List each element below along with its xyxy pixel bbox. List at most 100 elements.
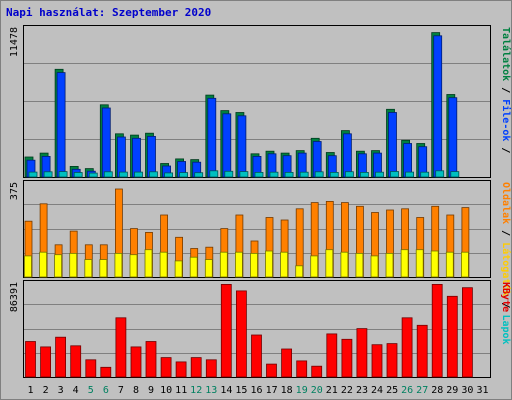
bar-látogatók-day-26 <box>400 249 409 278</box>
bar-kbyte-day-24 <box>371 344 383 378</box>
bar-kbyte-day-8 <box>130 346 142 378</box>
x-tick-label: 19 <box>296 385 308 396</box>
bar-lapok-day-17 <box>269 171 279 178</box>
y-max-label: 86391 <box>9 282 20 312</box>
bar-lapok-day-28 <box>435 170 445 178</box>
bar-lapok-day-16 <box>254 171 264 178</box>
bar-látogatók-day-11 <box>174 260 183 278</box>
bar-kbyte-day-30 <box>461 287 473 378</box>
x-tick-label: 28 <box>431 385 443 396</box>
bar-lapok-day-24 <box>375 171 384 178</box>
legend-label: Látogatók <box>500 242 512 296</box>
x-tick-label: 21 <box>326 385 338 396</box>
bar-látogatók-day-18 <box>280 251 289 278</box>
bar-file-ok-day-22 <box>342 133 352 178</box>
bar-látogatók-day-19 <box>295 265 304 278</box>
bar-file-ok-day-7 <box>117 136 126 178</box>
bar-látogatók-day-2 <box>39 251 47 278</box>
bar-látogatók-day-30 <box>460 251 469 278</box>
bar-látogatók-day-1 <box>24 255 32 278</box>
x-tick-label: 9 <box>148 385 154 396</box>
chart-title: Napi használat: Szeptember 2020 <box>6 6 211 19</box>
bar-látogatók-day-21 <box>325 249 334 278</box>
bar-kbyte-day-12 <box>190 357 202 378</box>
legend-label: / <box>500 141 511 153</box>
bar-kbyte-day-13 <box>205 359 217 378</box>
bar-látogatók-day-29 <box>445 251 454 278</box>
bar-kbyte-day-27 <box>416 324 428 378</box>
bar-lapok-day-3 <box>58 171 68 178</box>
bar-lapok-day-10 <box>164 172 174 178</box>
bar-látogatók-day-15 <box>234 251 243 278</box>
x-tick-label: 14 <box>220 385 232 396</box>
bar-file-ok-day-9 <box>147 135 156 178</box>
bar-látogatók-day-14 <box>219 251 228 278</box>
bar-kbyte-day-16 <box>251 334 262 378</box>
bar-látogatók-day-9 <box>144 249 153 278</box>
bar-kbyte-day-23 <box>356 328 368 378</box>
bar-lapok-day-7 <box>119 171 128 178</box>
legend-label: / <box>500 296 511 314</box>
x-tick-label: 27 <box>416 385 428 396</box>
bar-kbyte-day-22 <box>341 338 353 378</box>
bar-látogatók-day-17 <box>265 250 273 278</box>
legend-kbytes: KByte <box>500 282 511 312</box>
bar-file-ok-day-6 <box>101 107 111 178</box>
bar-lapok-day-26 <box>405 171 415 178</box>
bar-kbyte-day-7 <box>115 317 127 378</box>
legend-label: / <box>500 224 511 242</box>
bar-kbyte-day-10 <box>160 357 172 378</box>
bar-kbyte-day-28 <box>431 283 443 378</box>
bar-kbyte-day-4 <box>70 345 82 378</box>
bar-látogatók-day-25 <box>385 252 394 278</box>
bar-kbyte-day-21 <box>326 333 338 378</box>
bar-látogatók-day-24 <box>370 255 379 278</box>
x-tick-label: 10 <box>160 385 172 396</box>
x-tick-label: 8 <box>133 385 139 396</box>
bar-látogatók-day-5 <box>84 259 93 278</box>
bar-kbyte-day-17 <box>266 363 277 378</box>
x-tick-label: 29 <box>446 385 458 396</box>
bar-látogatók-day-27 <box>415 249 424 278</box>
bar-kbyte-day-29 <box>446 295 458 378</box>
x-tick-label: 18 <box>281 385 293 396</box>
bar-kbyte-day-5 <box>85 359 97 378</box>
x-tick-label: 30 <box>461 385 473 396</box>
legend-label: KByte <box>500 282 511 312</box>
x-tick-label: 22 <box>341 385 353 396</box>
bar-lapok-day-29 <box>450 171 460 178</box>
bar-file-ok-day-3 <box>56 72 66 178</box>
bar-lapok-day-23 <box>359 171 369 178</box>
x-tick-label: 3 <box>58 385 64 396</box>
x-tick-label: 12 <box>190 385 202 396</box>
x-tick-label: 15 <box>235 385 247 396</box>
legend-label: File-ok <box>500 99 512 141</box>
bar-lapok-day-19 <box>299 171 309 178</box>
legend-visits: Oldalak / Látogatók / Lapok <box>500 182 512 345</box>
bar-lapok-day-8 <box>134 171 143 178</box>
bar-lapok-day-9 <box>149 171 158 178</box>
bar-file-ok-day-8 <box>132 137 141 178</box>
bar-kbyte-day-2 <box>40 346 51 378</box>
bar-lapok-day-11 <box>179 172 189 178</box>
x-tick-label: 17 <box>266 385 278 396</box>
x-tick-label: 4 <box>73 385 79 396</box>
x-tick-label: 24 <box>371 385 383 396</box>
bar-kbyte-day-1 <box>25 341 36 378</box>
legend-label: Találatok <box>500 27 512 81</box>
bar-látogatók-day-3 <box>54 254 62 278</box>
bar-kbyte-day-20 <box>311 365 323 378</box>
bar-lapok-day-14 <box>224 170 234 178</box>
bar-kbyte-day-15 <box>235 290 247 378</box>
y-max-label: 11478 <box>9 27 20 57</box>
bar-file-ok-day-29 <box>448 97 458 178</box>
bar-lapok-day-20 <box>314 171 324 178</box>
bar-látogatók-day-13 <box>204 259 213 278</box>
x-tick-label: 20 <box>311 385 323 396</box>
bar-látogatók-day-16 <box>250 252 258 278</box>
x-tick-label: 1 <box>27 385 33 396</box>
bar-lapok-day-25 <box>390 171 399 178</box>
bar-kbyte-day-11 <box>175 361 187 378</box>
bar-file-ok-day-25 <box>388 112 397 178</box>
bar-kbyte-day-26 <box>401 317 413 378</box>
